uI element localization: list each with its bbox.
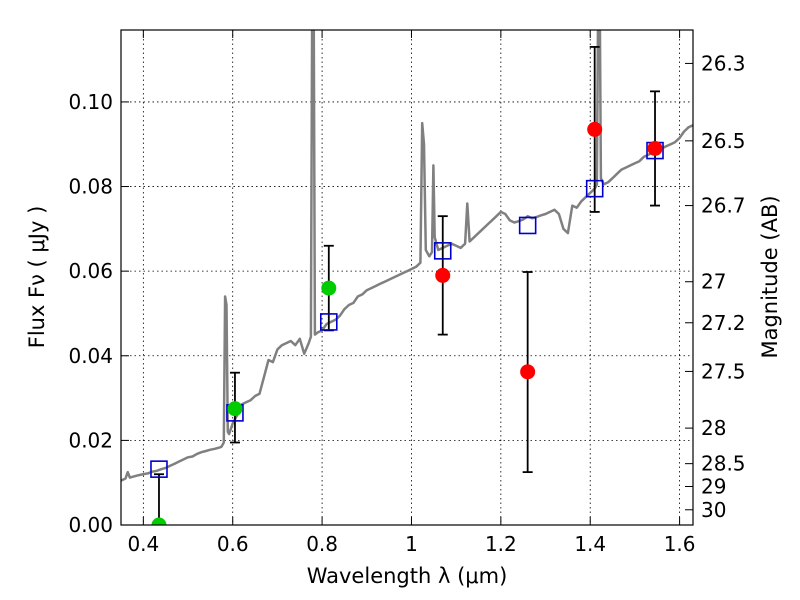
y2-tick-label: 27.5 — [701, 359, 746, 383]
model-spectrum — [121, 30, 693, 482]
spectrum-line — [121, 30, 693, 482]
axis-ticks — [121, 30, 693, 526]
observed-point-red — [520, 364, 536, 380]
observed-point-red — [587, 121, 603, 137]
observed-point-red — [435, 267, 451, 283]
grid-lines — [121, 30, 693, 526]
observed-point-green — [227, 401, 243, 417]
model-photometry-point — [585, 179, 604, 198]
y-tick-label: 0.10 — [68, 90, 113, 114]
model-photometry-point — [150, 460, 168, 478]
x-tick-label: 0.6 — [217, 532, 249, 556]
x-tick-labels: 0.4 0.6 0.8 1 1.2 1.4 1.6 — [127, 532, 695, 556]
model-photometry-point — [518, 216, 537, 235]
observed-point-green — [321, 280, 337, 296]
y2-tick-label: 30 — [701, 498, 726, 522]
x-axis-label: Wavelength λ (μm) — [307, 564, 508, 588]
y2-tick-label: 26.3 — [701, 51, 746, 75]
x-tick-label: 1 — [405, 532, 418, 556]
y2-tick-label: 27.2 — [701, 311, 746, 335]
y-tick-label: 0.04 — [68, 344, 113, 368]
y2-tick-label: 29 — [701, 475, 726, 499]
plot-frame — [120, 29, 694, 526]
y-tick-label: 0.08 — [68, 175, 113, 199]
y-axis-label: Flux Fν ( μJy ) — [25, 206, 49, 349]
observed-photometry-dots — [151, 121, 663, 525]
y-tick-label: 0.02 — [68, 428, 113, 452]
model-photometry-point — [433, 242, 452, 260]
y-tick-label: 0.06 — [68, 259, 113, 283]
observed-point-green — [151, 517, 167, 525]
y2-tick-label: 28 — [701, 416, 726, 440]
y-tick-labels: 0.00 0.02 0.04 0.06 0.08 0.10 — [68, 90, 113, 537]
x-tick-label: 0.4 — [127, 532, 159, 556]
y2-tick-label: 28.5 — [701, 452, 746, 476]
x-tick-label: 1.4 — [574, 532, 606, 556]
x-tick-label: 1.2 — [485, 532, 517, 556]
y2-tick-label: 26.5 — [701, 129, 746, 153]
y2-axis-label: Magnitude (AB) — [758, 195, 782, 358]
y2-tick-label: 26.7 — [701, 194, 746, 218]
y2-tick-label: 27 — [701, 270, 726, 294]
model-photometry-point — [319, 313, 338, 331]
x-tick-label: 0.8 — [306, 532, 338, 556]
observed-point-red — [647, 140, 663, 156]
y-tick-label: 0.00 — [68, 513, 113, 537]
x-tick-label: 1.6 — [664, 532, 696, 556]
